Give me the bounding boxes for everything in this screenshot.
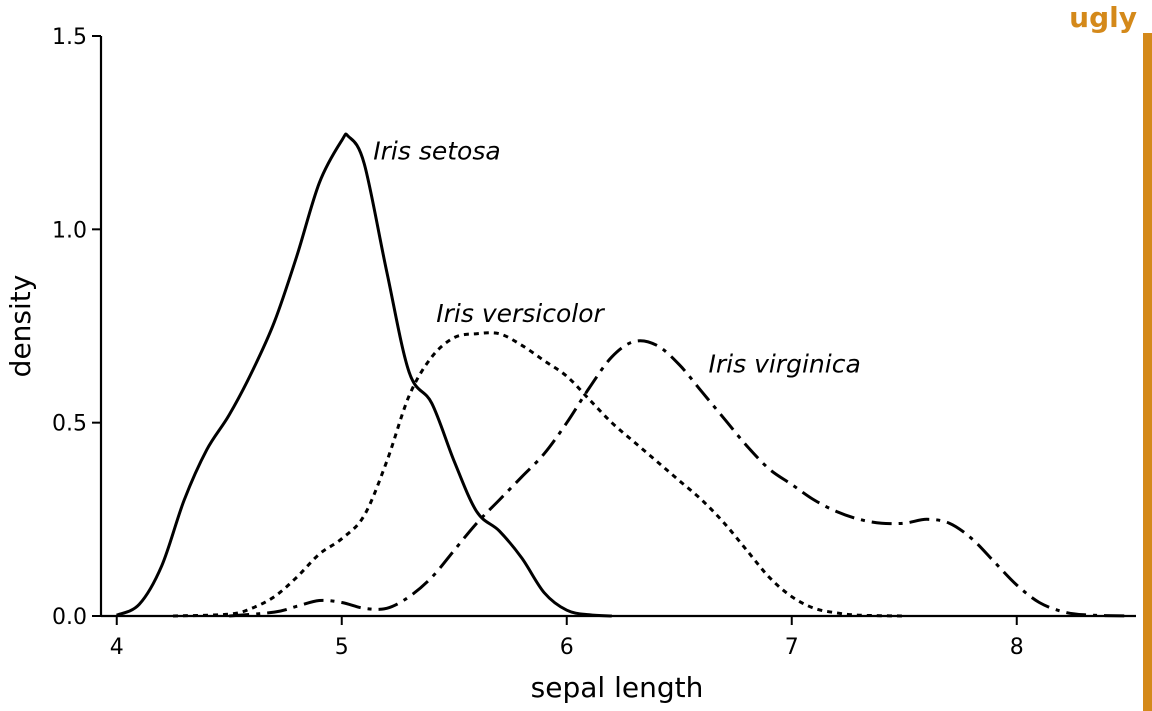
iris-versicolor-label: Iris versicolor (436, 299, 605, 328)
x-axis-title: sepal length (531, 671, 704, 704)
plot-area: Iris setosa Iris versicolor Iris virginica (116, 132, 1130, 618)
y-tick-label: 0.0 (52, 605, 87, 630)
x-tick-label: 6 (560, 635, 574, 660)
y-tick-label: 1.5 (52, 25, 87, 50)
y-axis-title: density (4, 275, 37, 378)
y-tick-label: 0.5 (52, 412, 87, 437)
iris-setosa-density-curve (116, 132, 612, 618)
x-axis-ticks: 4 5 6 7 8 (110, 616, 1024, 660)
iris-setosa-label: Iris setosa (373, 137, 500, 166)
y-tick-label: 1.0 (52, 218, 87, 243)
iris-virginica-density-curve (229, 339, 1130, 618)
ugly-badge-label: ugly (1069, 1, 1137, 34)
x-tick-label: 7 (785, 635, 799, 660)
x-tick-label: 4 (110, 635, 124, 660)
x-tick-label: 8 (1010, 635, 1024, 660)
iris-versicolor-density-curve (172, 331, 905, 618)
iris-virginica-label: Iris virginica (709, 349, 861, 378)
y-axis-ticks: 0.0 0.5 1.0 1.5 (52, 25, 101, 630)
x-tick-label: 5 (335, 635, 349, 660)
badge-bar (1143, 33, 1152, 711)
